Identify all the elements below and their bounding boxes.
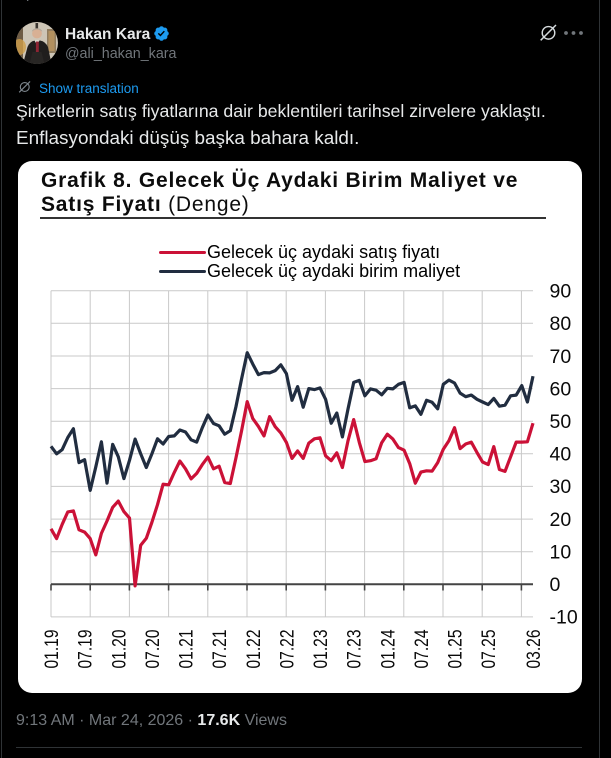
svg-text:07.25: 07.25 bbox=[478, 629, 500, 668]
svg-text:07.23: 07.23 bbox=[344, 630, 366, 669]
svg-text:0: 0 bbox=[550, 574, 561, 596]
svg-text:20: 20 bbox=[550, 509, 572, 531]
svg-text:07.22: 07.22 bbox=[276, 630, 298, 669]
svg-text:60: 60 bbox=[550, 378, 572, 400]
svg-text:50: 50 bbox=[550, 411, 572, 433]
svg-text:01.20: 01.20 bbox=[108, 629, 130, 668]
svg-text:90: 90 bbox=[550, 281, 572, 303]
svg-text:01.25: 01.25 bbox=[445, 629, 467, 668]
svg-text:07.24: 07.24 bbox=[411, 629, 433, 668]
svg-text:01.22: 01.22 bbox=[243, 630, 265, 669]
svg-text:30: 30 bbox=[550, 476, 572, 498]
svg-text:07.21: 07.21 bbox=[209, 630, 231, 669]
svg-text:80: 80 bbox=[550, 313, 572, 335]
svg-text:40: 40 bbox=[550, 444, 572, 466]
svg-text:70: 70 bbox=[550, 346, 572, 368]
svg-text:07.20: 07.20 bbox=[142, 629, 164, 668]
svg-text:-10: -10 bbox=[550, 607, 578, 629]
svg-text:01.21: 01.21 bbox=[176, 630, 198, 669]
svg-text:01.24: 01.24 bbox=[377, 629, 399, 668]
svg-text:01.23: 01.23 bbox=[310, 630, 332, 669]
svg-text:07.19: 07.19 bbox=[75, 630, 97, 669]
svg-text:10: 10 bbox=[550, 542, 572, 564]
svg-text:03.26: 03.26 bbox=[523, 630, 545, 669]
svg-text:01.19: 01.19 bbox=[41, 630, 63, 669]
